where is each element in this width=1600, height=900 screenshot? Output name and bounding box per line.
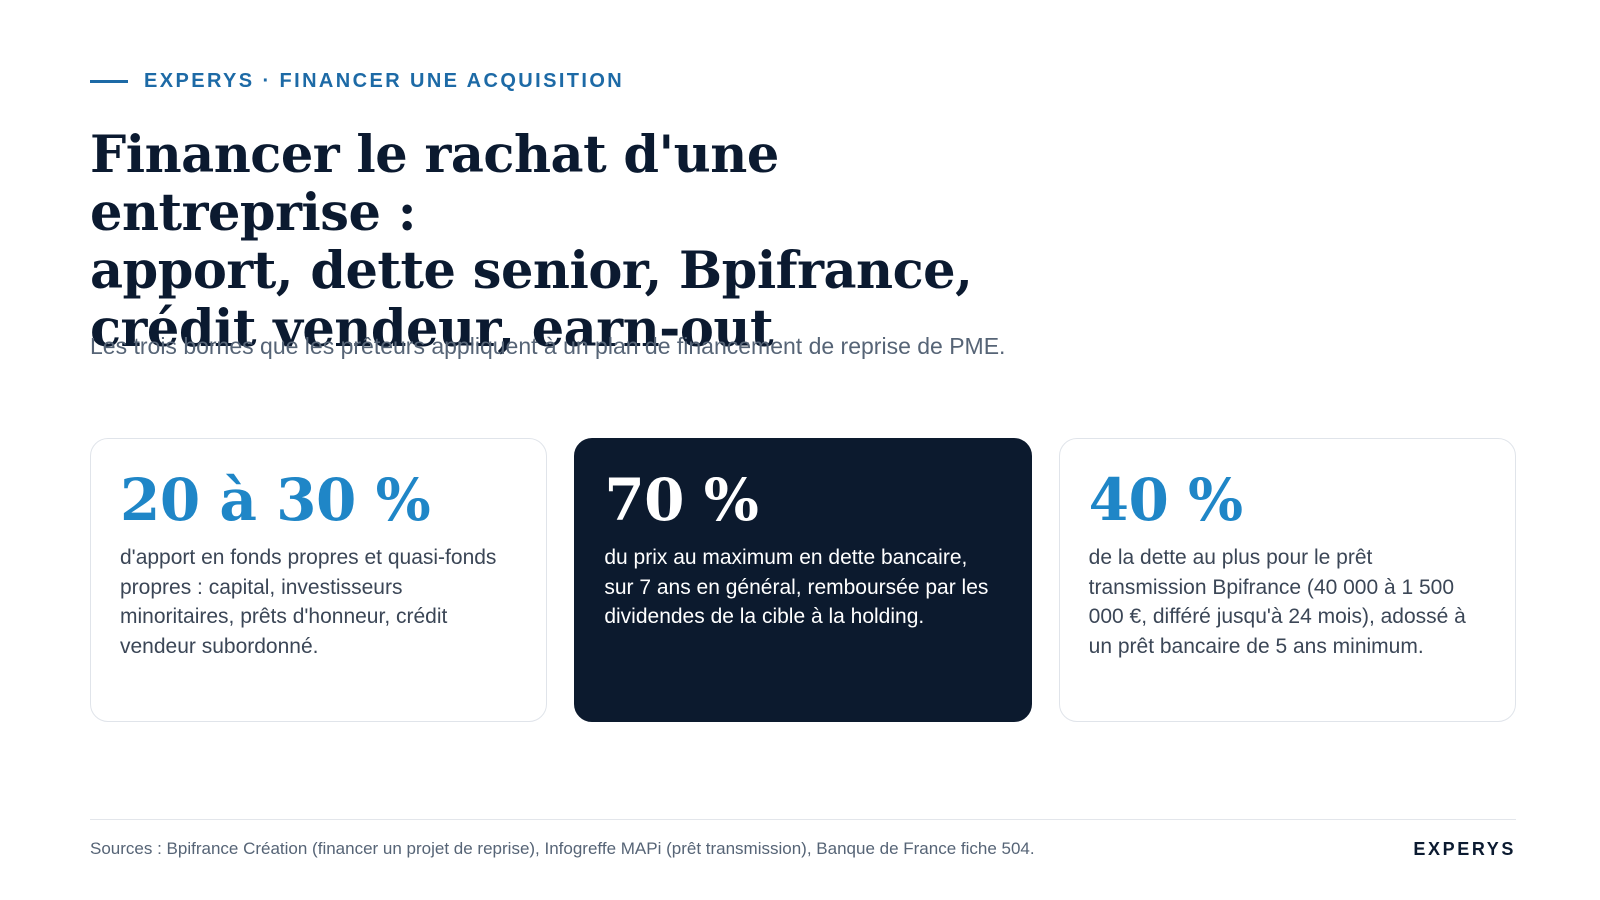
kicker-rule bbox=[90, 80, 128, 83]
stat-value: 20 à 30 % bbox=[120, 466, 431, 534]
stat-card-equity: 20 à 30 % d'apport en fonds propres et q… bbox=[90, 438, 548, 722]
stat-value: 40 % bbox=[1088, 466, 1244, 534]
stat-description: de la dette au plus pour le prêt transmi… bbox=[1088, 546, 1466, 658]
page-title: Financer le rachat d'une entreprise : ap… bbox=[90, 126, 1070, 358]
kicker-text: EXPERYS · FINANCER UNE ACQUISITION bbox=[144, 70, 625, 92]
title-line-1: Financer le rachat d'une entreprise : bbox=[90, 125, 779, 243]
stat-cards: 20 à 30 % d'apport en fonds propres et q… bbox=[90, 438, 1516, 722]
stat-description: du prix au maximum en dette bancaire, su… bbox=[604, 546, 989, 628]
stat-card-bank-debt: 70 % du prix au maximum en dette bancair… bbox=[574, 438, 1032, 722]
stat-value: 70 % bbox=[604, 466, 759, 534]
brand-logo: EXPERYS bbox=[1413, 839, 1516, 859]
page: EXPERYS · FINANCER UNE ACQUISITION Finan… bbox=[90, 0, 1516, 900]
stat-card-bpifrance: 40 % de la dette au plus pour le prêt tr… bbox=[1058, 438, 1516, 722]
subtitle: Les trois bornes que les prêteurs appliq… bbox=[90, 333, 1006, 359]
title-line-3: crédit vendeur, earn-out bbox=[90, 299, 774, 359]
stat-description: d'apport en fonds propres et quasi-fonds… bbox=[120, 546, 497, 658]
footer-divider bbox=[90, 819, 1516, 820]
title-line-2: apport, dette senior, Bpifrance, bbox=[90, 241, 973, 301]
sources-note: Sources : Bpifrance Création (financer u… bbox=[90, 839, 1035, 858]
kicker: EXPERYS · FINANCER UNE ACQUISITION bbox=[90, 70, 624, 93]
